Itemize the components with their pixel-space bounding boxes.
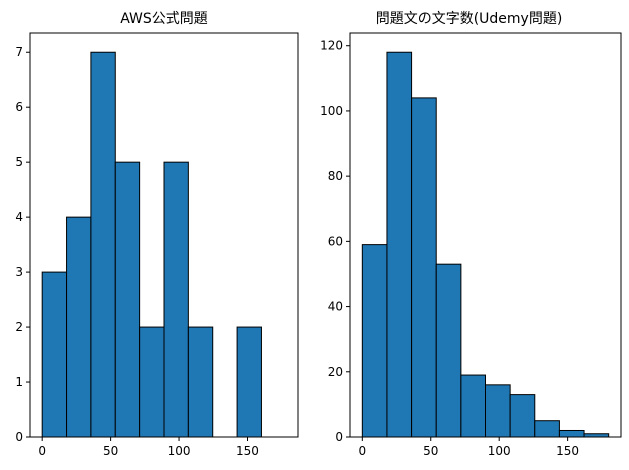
x-ticks-left: 0 50 100 150 <box>38 437 259 458</box>
histogram-right: 問題文の文字数(Udemy問題) 0 50 100 150 0 20 40 60 80 100 1… <box>320 11 622 458</box>
y-ticks-left: 0 1 2 3 4 5 6 7 <box>15 45 30 444</box>
y-ticks-right: 0 20 40 60 80 100 120 <box>320 39 350 444</box>
histogram-bar <box>485 384 511 438</box>
histogram-bar <box>41 271 68 438</box>
y-tick-label: 4 <box>15 210 23 224</box>
y-tick-label: 80 <box>328 169 343 183</box>
histogram-bar <box>361 244 388 438</box>
histogram-bar <box>139 326 165 438</box>
y-tick-label: 3 <box>15 265 23 279</box>
histogram-bar <box>460 374 486 438</box>
y-tick-label: 0 <box>335 430 343 444</box>
histogram-bar <box>411 97 437 438</box>
chart-title-left: AWS公式問題 <box>120 11 208 27</box>
x-tick-label: 150 <box>236 444 259 458</box>
y-tick-label: 7 <box>15 45 23 59</box>
y-tick-label: 5 <box>15 155 23 169</box>
y-tick-label: 60 <box>328 234 343 248</box>
x-tick-label: 0 <box>358 444 366 458</box>
chart-title-right: 問題文の文字数(Udemy問題) <box>376 11 563 27</box>
histogram-bar <box>558 429 585 438</box>
bars-left <box>41 51 262 438</box>
x-ticks-right: 0 50 100 150 <box>358 437 579 458</box>
histogram-bar <box>386 51 413 438</box>
x-tick-label: 0 <box>38 444 46 458</box>
x-tick-label: 100 <box>168 444 191 458</box>
histogram-bar <box>163 161 189 438</box>
histogram-bar <box>435 263 462 438</box>
histogram-left: AWS公式問題 0 50 100 150 0 1 2 3 4 5 6 7 <box>15 11 299 458</box>
histogram-bar <box>90 51 116 438</box>
histogram-bar <box>187 326 214 438</box>
histogram-bar <box>114 161 141 438</box>
x-tick-label: 150 <box>556 444 579 458</box>
y-tick-label: 120 <box>320 39 343 53</box>
y-tick-label: 1 <box>15 375 23 389</box>
x-tick-label: 50 <box>103 444 118 458</box>
y-tick-label: 40 <box>328 300 343 314</box>
histogram-bar <box>66 216 92 438</box>
plot-frame-right <box>349 32 622 438</box>
y-tick-label: 100 <box>320 104 343 118</box>
x-tick-label: 100 <box>488 444 511 458</box>
plot-frame-left <box>29 32 299 438</box>
bars-right <box>361 51 610 438</box>
y-tick-label: 6 <box>15 100 23 114</box>
y-tick-label: 0 <box>15 430 23 444</box>
x-tick-label: 50 <box>423 444 438 458</box>
histogram-bar <box>534 420 560 438</box>
histogram-bar <box>236 326 262 438</box>
y-tick-label: 20 <box>328 365 343 379</box>
y-tick-label: 2 <box>15 320 23 334</box>
histogram-bar <box>509 394 536 438</box>
